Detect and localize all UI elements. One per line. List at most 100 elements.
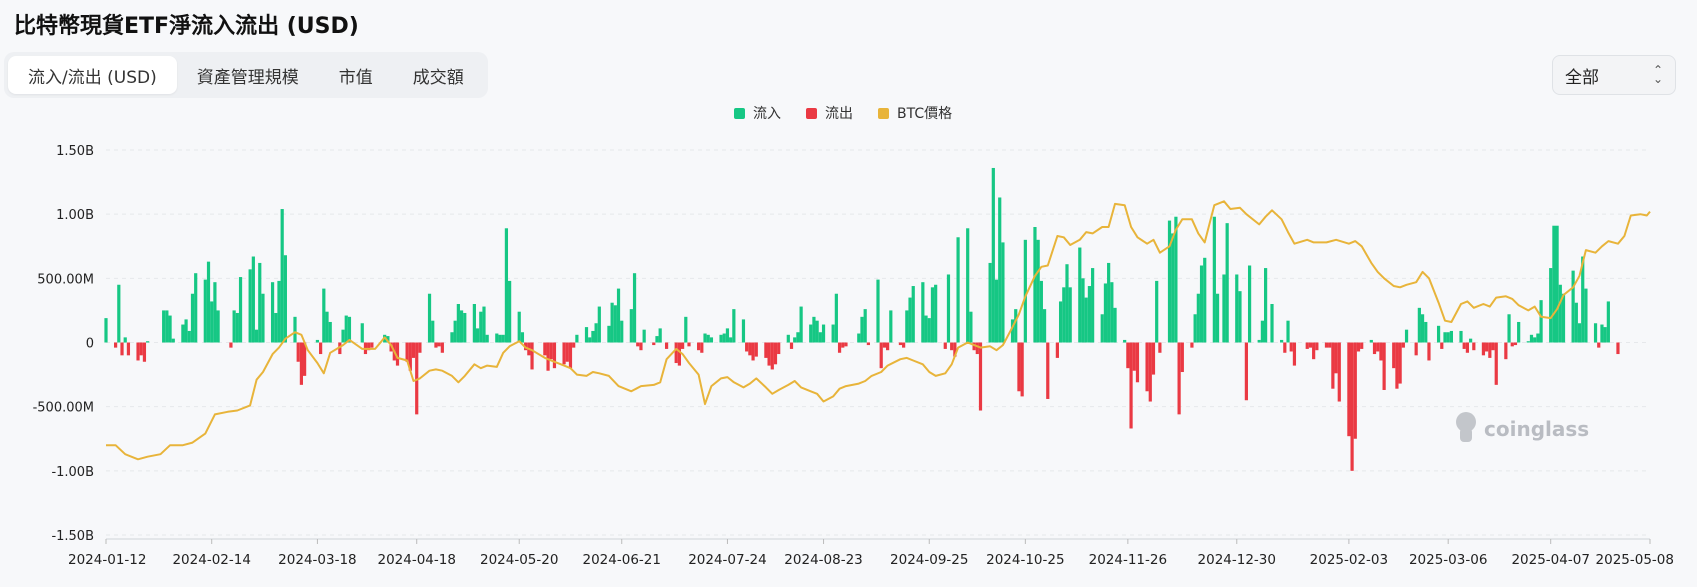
tab-flows[interactable]: 流入/流出 (USD)	[8, 56, 177, 94]
inflow-bar	[921, 282, 925, 343]
inflow-bar	[456, 304, 460, 343]
inflow-bar	[171, 338, 175, 343]
outflow-bar	[1289, 342, 1293, 352]
outflow-bar	[841, 342, 845, 348]
inflow-bar	[251, 256, 255, 343]
inflow-bar	[834, 293, 838, 343]
outflow-bar	[943, 342, 947, 349]
x-tick-label: 2024-08-23	[784, 552, 862, 568]
inflow-bar	[991, 167, 995, 343]
outflow-bar	[1126, 342, 1130, 369]
outflow-bar	[408, 342, 412, 371]
inflow-bar	[821, 324, 826, 343]
legend-label: 流入	[753, 106, 781, 122]
tab-aum[interactable]: 資產管理規模	[196, 67, 299, 88]
inflow-bar	[725, 328, 730, 343]
outflow-bar	[953, 342, 957, 357]
flow-bars	[104, 167, 1620, 471]
inflow-bar	[206, 261, 211, 343]
inflow-bar	[1517, 321, 1521, 343]
outflow-bar	[565, 342, 569, 362]
inflow-bar	[315, 339, 320, 343]
inflow-bar	[347, 316, 352, 343]
inflow-bar	[1010, 319, 1015, 343]
inflow-bar	[1286, 320, 1290, 343]
chart-tabs: 流入/流出 (USD) 資產管理規模 市值 成交額	[4, 52, 488, 98]
outflow-bar	[664, 342, 669, 349]
inflow-bar	[1058, 301, 1063, 343]
inflow-bar	[956, 237, 960, 343]
inflow-bar	[479, 311, 483, 343]
outflow-bar	[139, 342, 143, 356]
outflow-bar	[405, 342, 409, 362]
inflow-bar	[1103, 283, 1108, 343]
axes: 1.50B 1.00B 500.00M 0 -500.00M -1.00B -1.50B 20…	[33, 144, 1674, 568]
inflow-bar	[575, 334, 579, 343]
inflow-bar	[1584, 288, 1588, 343]
inflow-bar	[860, 316, 864, 343]
outflow-bar	[837, 342, 842, 353]
inflow-bar	[607, 325, 611, 343]
outflow-bar	[1401, 342, 1405, 348]
inflow-bar	[1033, 227, 1037, 343]
legend-swatch	[806, 108, 817, 119]
inflow-bar	[344, 315, 348, 343]
outflow-bar	[1462, 342, 1466, 349]
outflow-bar	[552, 342, 557, 369]
inflow-bar	[1225, 223, 1229, 343]
outflow-bar	[764, 342, 768, 358]
range-select[interactable]: 全部 ⌃ ⌄	[1552, 55, 1676, 95]
inflow-bar	[190, 293, 195, 343]
inflow-bar	[1107, 262, 1111, 343]
outflow-bar	[1020, 342, 1024, 397]
inflow-bar	[1280, 339, 1284, 343]
inflow-bar	[655, 336, 659, 343]
inflow-bar	[1420, 314, 1425, 343]
inflow-bar	[232, 310, 236, 343]
inflow-bar	[796, 332, 800, 343]
outflow-bar	[1337, 342, 1341, 402]
inflow-bar	[1193, 314, 1197, 343]
tab-market-cap[interactable]: 市值	[338, 67, 373, 88]
inflow-bar	[629, 309, 633, 343]
inflow-bar	[1215, 293, 1220, 343]
inflow-bar	[658, 328, 662, 343]
outflow-bar	[680, 342, 685, 349]
inflow-bar	[459, 310, 464, 343]
outflow-bar	[1292, 342, 1297, 366]
inflow-bar	[889, 310, 893, 343]
tab-volume[interactable]: 成交額	[412, 67, 464, 88]
inflow-bar	[1065, 264, 1069, 343]
legend-label: 流出	[825, 106, 853, 122]
inflow-bar	[722, 333, 726, 343]
inflow-bar	[1167, 220, 1172, 343]
inflow-bar	[1436, 325, 1441, 343]
inflow-bar	[463, 312, 467, 343]
inflow-bar	[1270, 304, 1274, 343]
inflow-bar	[293, 316, 297, 343]
inflow-bar	[322, 288, 326, 343]
inflow-bar	[1606, 301, 1610, 343]
y-tick-label: 1.00B	[56, 208, 94, 223]
inflow-bar	[1581, 256, 1585, 343]
coinglass-logo-icon	[1456, 412, 1476, 432]
x-tick-label: 2025-04-07	[1511, 552, 1589, 568]
inflow-bar	[482, 306, 486, 343]
inflow-bar	[908, 297, 912, 343]
outflow-bar	[568, 342, 573, 369]
inflow-bar	[616, 288, 621, 343]
outflow-bar	[1379, 342, 1383, 361]
inflow-bar	[1087, 286, 1092, 343]
outflow-bar	[1372, 342, 1377, 355]
outflow-bar	[636, 342, 640, 347]
inflow-bar	[1529, 334, 1534, 343]
inflow-bar	[498, 334, 502, 343]
btc-price-line	[106, 200, 1651, 461]
outflow-bar	[572, 342, 576, 348]
inflow-bar	[876, 279, 880, 343]
inflow-bar	[1068, 287, 1072, 343]
inflow-bar	[431, 320, 435, 343]
inflow-bar	[1014, 309, 1018, 343]
inflow-bar	[815, 320, 819, 343]
outflow-bar	[1283, 342, 1287, 353]
